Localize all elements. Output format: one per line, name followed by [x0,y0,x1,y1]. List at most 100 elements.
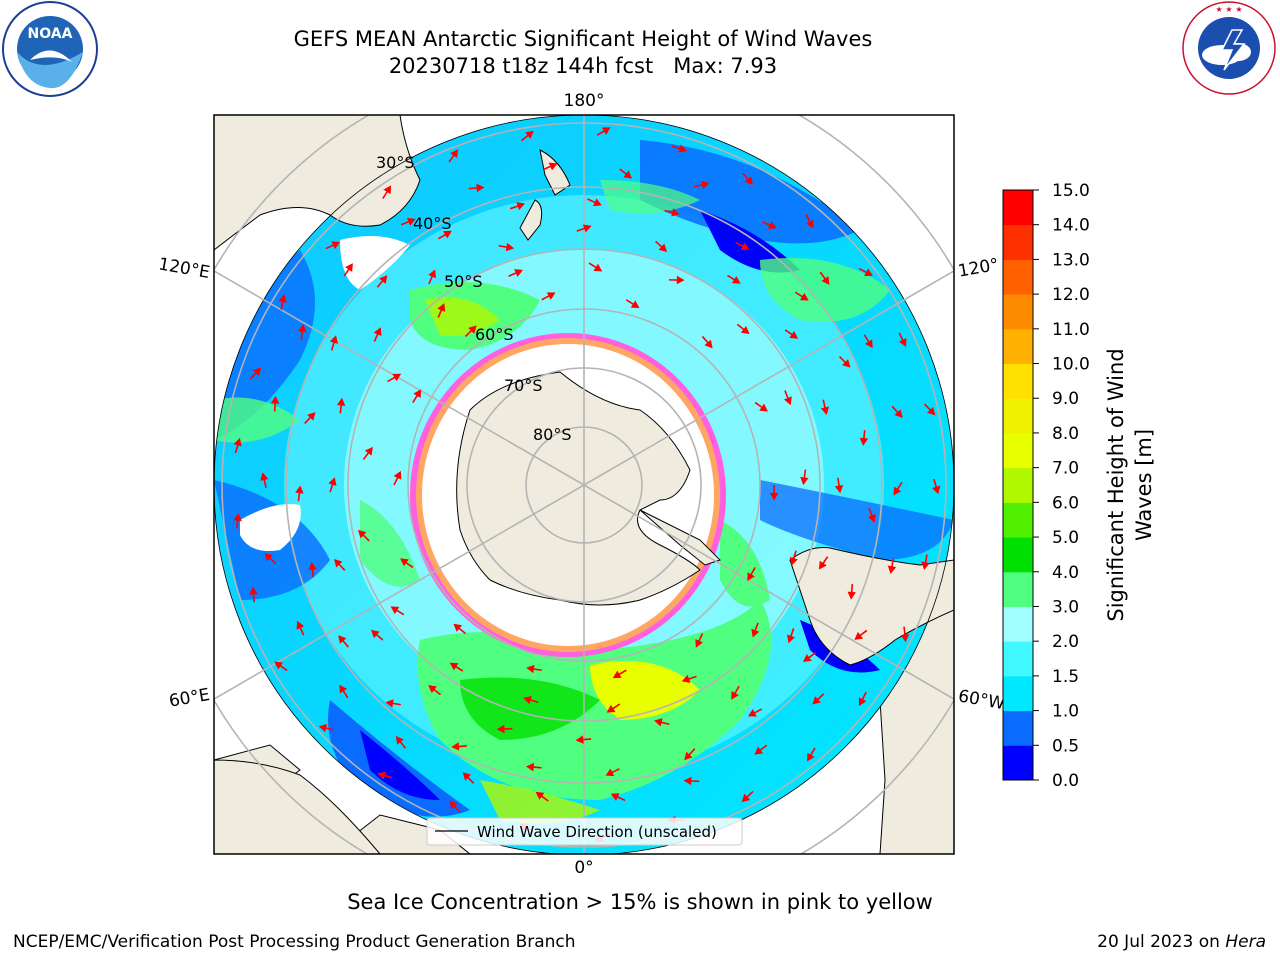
wind-arrow-head [379,275,388,284]
colorbar-tick-label: 11.0 [1052,320,1090,340]
wind-arrow-head [802,653,812,662]
colorbar-swatch [1003,224,1033,260]
wind-arrow-head [678,144,687,153]
colorbar-border [1002,189,1034,781]
colorbar-tick-label: 10.0 [1052,355,1090,375]
colorbar: 0.0 0.5 1.0 1.5 2.0 3.0 4.0 5.0 6.0 7.0 8.0 9.0 10.0… [1002,181,1090,791]
colorbar-tick-label: 15.0 [1052,181,1090,201]
wind-arrow-head [593,198,602,207]
meridian-label-120e: 120°E [157,254,211,283]
colorbar-swatch [1003,710,1033,746]
wind-arrow-head [505,242,515,252]
wind-arrow-head [233,513,242,522]
wind-arrow-head [783,396,792,406]
colorbar-tick-label: 9.0 [1052,389,1079,409]
new-zealand-landmass [519,149,571,241]
meridian-label-60w: 60°W [957,686,1007,714]
wind-arrow-head [496,724,505,734]
wind-arrow-head [523,695,532,705]
footer-caption: Sea Ice Concentration > 15% is shown in … [347,890,933,914]
wind-arrow-head [278,294,287,303]
wind-arrow-head [392,373,402,382]
wind-arrow-head [695,638,703,648]
wind-arrow-head [336,397,346,406]
wind-arrow-head [630,300,640,309]
wind-arrow-head [754,746,764,755]
colorbar-tick-label: 0.5 [1052,736,1079,756]
chart-title-line1: GEFS MEAN Antarctic Significant Height o… [293,27,873,51]
wind-arrow-head [516,202,525,211]
colorbar-swatch [1003,502,1033,538]
wind-arrow-head [741,793,751,803]
wind-arrow-head [898,338,907,347]
parallel-label-30s: 30°S [376,153,415,172]
wind-arrow-head [654,718,663,727]
wind-arrow-head [249,586,258,595]
colorbar-tick-label: 3.0 [1052,597,1079,617]
wind-arrow-head [701,180,710,189]
wind-arrow-head [233,437,242,447]
wind-arrow-head [385,699,394,708]
colorbar-tick-label: 8.0 [1052,424,1079,444]
colorbar-swatch [1003,363,1033,399]
colorbar-swatch [1003,537,1033,573]
wind-arrow-head [800,476,809,486]
wind-arrow-head [264,552,273,562]
wind-arrow-head [900,634,910,643]
colorbar-tick-label: 1.5 [1052,667,1079,687]
wind-arrow-head [610,793,620,801]
wind-arrow-head [731,690,739,700]
wind-arrow-head [548,162,558,171]
wind-arrow-head [525,130,534,139]
wind-arrow-head [821,276,830,285]
wind-arrow-head [395,735,404,745]
wind-arrow-head [684,751,693,761]
wind-arrow-head [820,406,830,415]
colorbar-swatch [1003,398,1033,434]
wind-arrow-head [274,661,283,670]
wind-arrow-head [437,303,446,312]
colorbar-tick-label: 12.0 [1052,285,1090,305]
wind-arrow-head [393,470,402,480]
wind-arrow-head [308,561,317,571]
wind-arrow-head [894,409,903,418]
wind-arrow-head [333,558,343,568]
wind-arrow-head [671,208,680,217]
wind-arrow-head [818,560,827,570]
nws-logo: ★ ★ ★ [1182,1,1276,95]
wind-arrow-head [370,629,380,639]
wind-arrow-head [747,709,757,717]
wind-arrow-head [270,395,280,404]
wind-arrow-head [601,127,611,135]
wind-arrow-head [683,776,692,786]
chart-title-line2: 20230718 t18z 144h fcst Max: 7.93 [388,54,778,78]
legend: Wind Wave Direction (unscaled) [426,817,743,846]
colorbar-swatch [1003,467,1033,503]
wind-arrow-head [807,752,815,762]
wind-arrow-head [932,485,941,495]
colorbar-tick-label: 14.0 [1052,216,1090,236]
wind-arrow-head [921,561,930,570]
wind-arrow-head [787,634,795,644]
colorbar-swatch [1003,432,1033,469]
footer-date-text: 20 Jul 2023 on [1097,932,1226,952]
graticule [214,115,954,854]
colorbar-swatch [1003,571,1033,607]
wind-arrow-head [740,242,750,250]
wind-arrow-head [260,472,269,481]
wind-arrow-head [468,325,477,334]
wind-arrow-head [413,389,422,399]
colorbar-swatch [1003,745,1033,781]
wind-arrow-head [318,723,328,733]
wind-arrow-head [612,670,622,679]
wind-arrow-head [681,674,691,683]
wind-arrow-head [406,217,416,226]
wind-arrow-head [864,268,873,276]
wind-arrow-head [357,529,367,539]
svg-text:★ ★ ★: ★ ★ ★ [1215,5,1242,14]
wind-arrow-head [676,275,685,285]
colorbar-tick-label: 6.0 [1052,493,1079,513]
wind-arrow-head [834,485,844,494]
wind-arrow-head [812,696,821,705]
